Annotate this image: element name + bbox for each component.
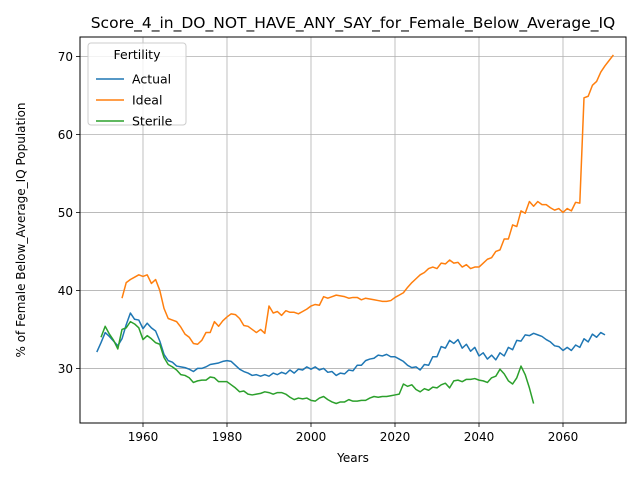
legend: Fertility Actual Ideal Sterile xyxy=(87,42,187,129)
y-tick-label: 50 xyxy=(58,206,73,220)
axis-ticks: 1960 1980 2000 2020 2040 2060 30 40 50 60 70 xyxy=(58,50,579,444)
x-tick-label: 1960 xyxy=(128,430,159,444)
x-tick-label: 2000 xyxy=(296,430,327,444)
y-tick-label: 40 xyxy=(58,284,73,298)
x-axis-label: Years xyxy=(336,451,369,465)
chart-title: Score_4_in_DO_NOT_HAVE_ANY_SAY_for_Femal… xyxy=(91,14,616,33)
y-tick-label: 60 xyxy=(58,128,73,142)
series-line-sterile xyxy=(100,320,535,405)
grid xyxy=(80,37,626,423)
series-lines xyxy=(96,54,614,405)
x-tick-label: 2060 xyxy=(548,430,579,444)
series-line-ideal xyxy=(121,54,614,345)
x-tick-label: 2040 xyxy=(464,430,495,444)
legend-box xyxy=(87,42,187,126)
legend-label-sterile: Sterile xyxy=(132,114,173,129)
legend-label-ideal: Ideal xyxy=(132,93,162,108)
y-tick-label: 70 xyxy=(58,50,73,64)
legend-label-actual: Actual xyxy=(132,72,171,87)
x-tick-label: 1980 xyxy=(212,430,243,444)
legend-title: Fertility xyxy=(114,47,162,62)
plot-area-frame xyxy=(79,36,627,424)
x-tick-label: 2020 xyxy=(380,430,411,444)
legend-items: Actual Ideal Sterile xyxy=(96,72,173,129)
series-line-actual xyxy=(96,312,606,377)
y-axis-label: % of Female Below_Average_IQ Population xyxy=(14,102,28,357)
y-tick-label: 30 xyxy=(58,362,73,376)
